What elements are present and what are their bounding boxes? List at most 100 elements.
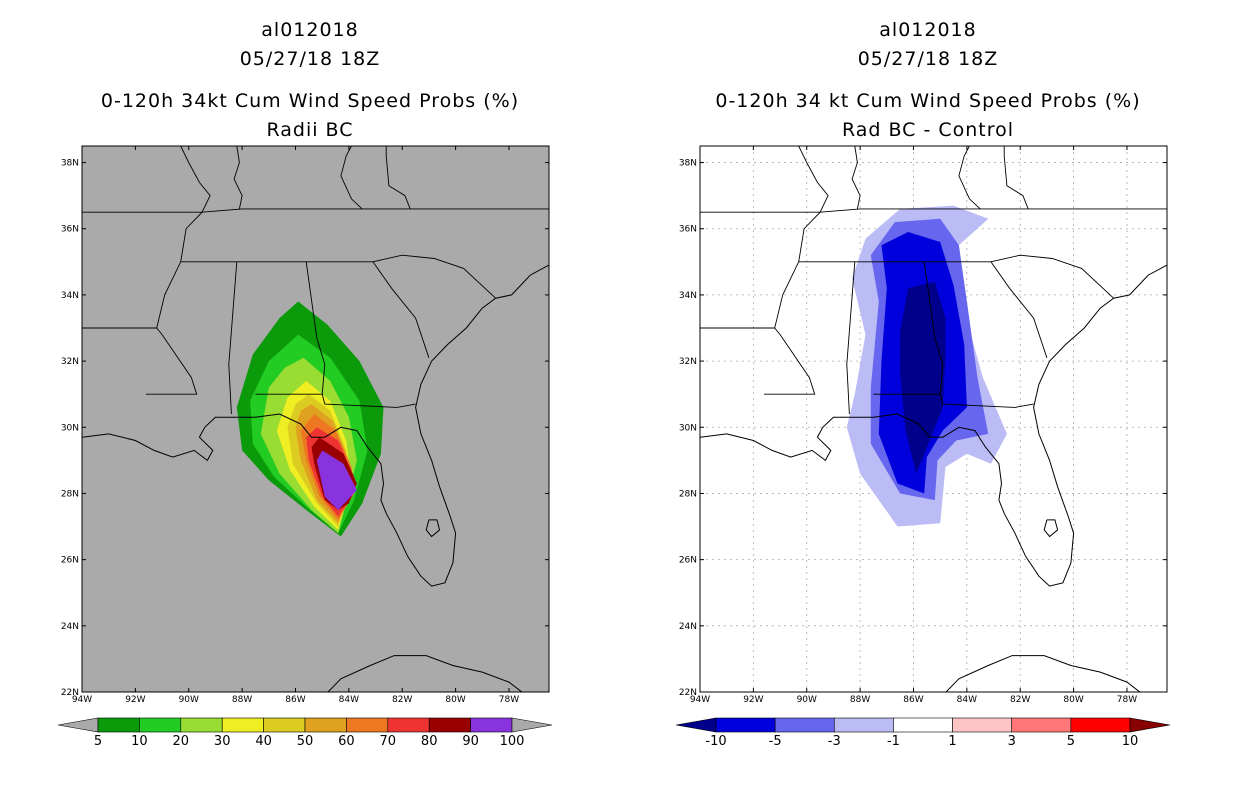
- y-tick-label: 30N: [61, 423, 79, 433]
- x-tick-label: 86W: [903, 695, 923, 705]
- x-tick-label: 88W: [850, 695, 870, 705]
- colorbar-swatch: [833, 717, 894, 733]
- colorbar-above-arrow: [1129, 717, 1171, 733]
- y-tick-label: 32N: [61, 357, 79, 367]
- state-border: [846, 261, 856, 415]
- colorbar-swatch: [97, 717, 140, 733]
- x-tick-label: 82W: [1010, 695, 1030, 705]
- colorbar-swatch: [428, 717, 471, 733]
- state-border: [228, 261, 238, 415]
- y-tick-label: 38N: [679, 159, 697, 169]
- y-tick-label: 26N: [61, 556, 79, 566]
- cuba-coastline: [945, 655, 1141, 692]
- colorbar-label: 70: [380, 734, 397, 749]
- colorbar-label: 80: [421, 734, 438, 749]
- y-tick-label: 24N: [61, 622, 79, 632]
- y-tick-label: 24N: [679, 622, 697, 632]
- colorbar-label: 5: [1067, 734, 1075, 749]
- state-border: [990, 261, 1048, 358]
- y-tick-label: 38N: [61, 159, 79, 169]
- state-border: [255, 261, 326, 395]
- right-chart-title: 0-120h 34 kt Cum Wind Speed Probs (%): [715, 90, 1141, 112]
- state-border: [372, 261, 430, 358]
- x-tick-label: 88W: [232, 695, 252, 705]
- state-border: [340, 146, 363, 210]
- x-tick-label: 94W: [72, 695, 92, 705]
- left-title-block: al012018 05/27/18 18Z: [30, 16, 590, 74]
- plot-frame: [81, 145, 550, 693]
- colorbar-swatch: [139, 717, 182, 733]
- right-storm-id: al012018: [879, 19, 977, 41]
- x-tick-label: 78W: [1117, 695, 1137, 705]
- colorbar-swatch: [304, 717, 347, 733]
- y-tick-label: 32N: [679, 357, 697, 367]
- right-chart-subtitle: Rad BC - Control: [841, 119, 1015, 141]
- y-tick-label: 28N: [679, 489, 697, 499]
- left-probability-map: 94W 92W 90W 88W 86W 84W 82W 80W 78W 22N 24N 26N 28N 3…: [61, 145, 550, 705]
- plot-frame: [699, 145, 1168, 693]
- colorbar-label: 50: [297, 734, 314, 749]
- x-tick-label: 84W: [957, 695, 977, 705]
- x-tick-label: 82W: [392, 695, 412, 705]
- x-tick-label: 92W: [743, 695, 763, 705]
- colorbar-swatch: [1011, 717, 1072, 733]
- y-tick-label: 34N: [679, 291, 697, 301]
- y-tick-label: 34N: [61, 291, 79, 301]
- y-tick-label: 28N: [61, 489, 79, 499]
- state-border: [321, 394, 416, 408]
- colorbar-label: 40: [255, 734, 272, 749]
- colorbar-swatch: [1070, 717, 1131, 733]
- colorbar-label: 100: [500, 734, 525, 749]
- state-border: [1003, 146, 1029, 210]
- state-border: [180, 254, 496, 299]
- y-tick-label: 26N: [679, 556, 697, 566]
- state-border: [798, 254, 1114, 299]
- state-border: [233, 146, 243, 209]
- colorbar-swatch: [263, 717, 306, 733]
- state-border: [958, 146, 981, 210]
- x-tick-label: 92W: [125, 695, 145, 705]
- state-border: [82, 208, 549, 213]
- coastline: [82, 264, 549, 587]
- left-chart-title: 0-120h 34kt Cum Wind Speed Probs (%): [100, 90, 520, 112]
- colorbar-label: 1: [948, 734, 956, 749]
- colorbar-above-arrow: [511, 717, 553, 733]
- x-tick-label: 90W: [797, 695, 817, 705]
- colorbar-label: -10: [705, 734, 726, 749]
- colorbar-label: -3: [828, 734, 841, 749]
- y-tick-label: 30N: [679, 423, 697, 433]
- colorbar-label: 60: [338, 734, 355, 749]
- right-datetime: 05/27/18 18Z: [857, 48, 999, 70]
- colorbar-below-arrow: [675, 717, 717, 733]
- state-border: [939, 394, 1034, 408]
- x-tick-label: 86W: [285, 695, 305, 705]
- y-tick-label: 36N: [679, 225, 697, 235]
- right-title-block: al012018 05/27/18 18Z: [648, 16, 1208, 74]
- colorbar-label: 20: [173, 734, 190, 749]
- colorbar-swatch: [346, 717, 389, 733]
- colorbar-swatch: [893, 717, 953, 733]
- lake-outline: [425, 519, 441, 538]
- x-tick-label: 80W: [1063, 695, 1083, 705]
- colorbar-swatch: [470, 717, 513, 733]
- coastline: [700, 264, 1167, 587]
- colorbar-swatch: [952, 717, 1013, 733]
- state-border: [385, 146, 411, 210]
- colorbar-label: -5: [769, 734, 782, 749]
- y-tick-label: 36N: [61, 225, 79, 235]
- colorbar-label: 10: [1122, 734, 1139, 749]
- colorbar-label: 10: [131, 734, 148, 749]
- state-border: [851, 146, 861, 209]
- x-tick-label: 78W: [499, 695, 519, 705]
- left-storm-id: al012018: [261, 19, 359, 41]
- colorbar-label: -1: [887, 734, 900, 749]
- cuba-coastline: [327, 655, 523, 692]
- x-tick-label: 94W: [690, 695, 710, 705]
- colorbar-swatch: [221, 717, 264, 733]
- x-tick-label: 90W: [179, 695, 199, 705]
- left-chart-subtitle: Radii BC: [266, 119, 354, 141]
- colorbar-swatch: [774, 717, 835, 733]
- lake-outline: [1043, 519, 1059, 538]
- state-border: [700, 208, 1167, 213]
- x-tick-label: 80W: [445, 695, 465, 705]
